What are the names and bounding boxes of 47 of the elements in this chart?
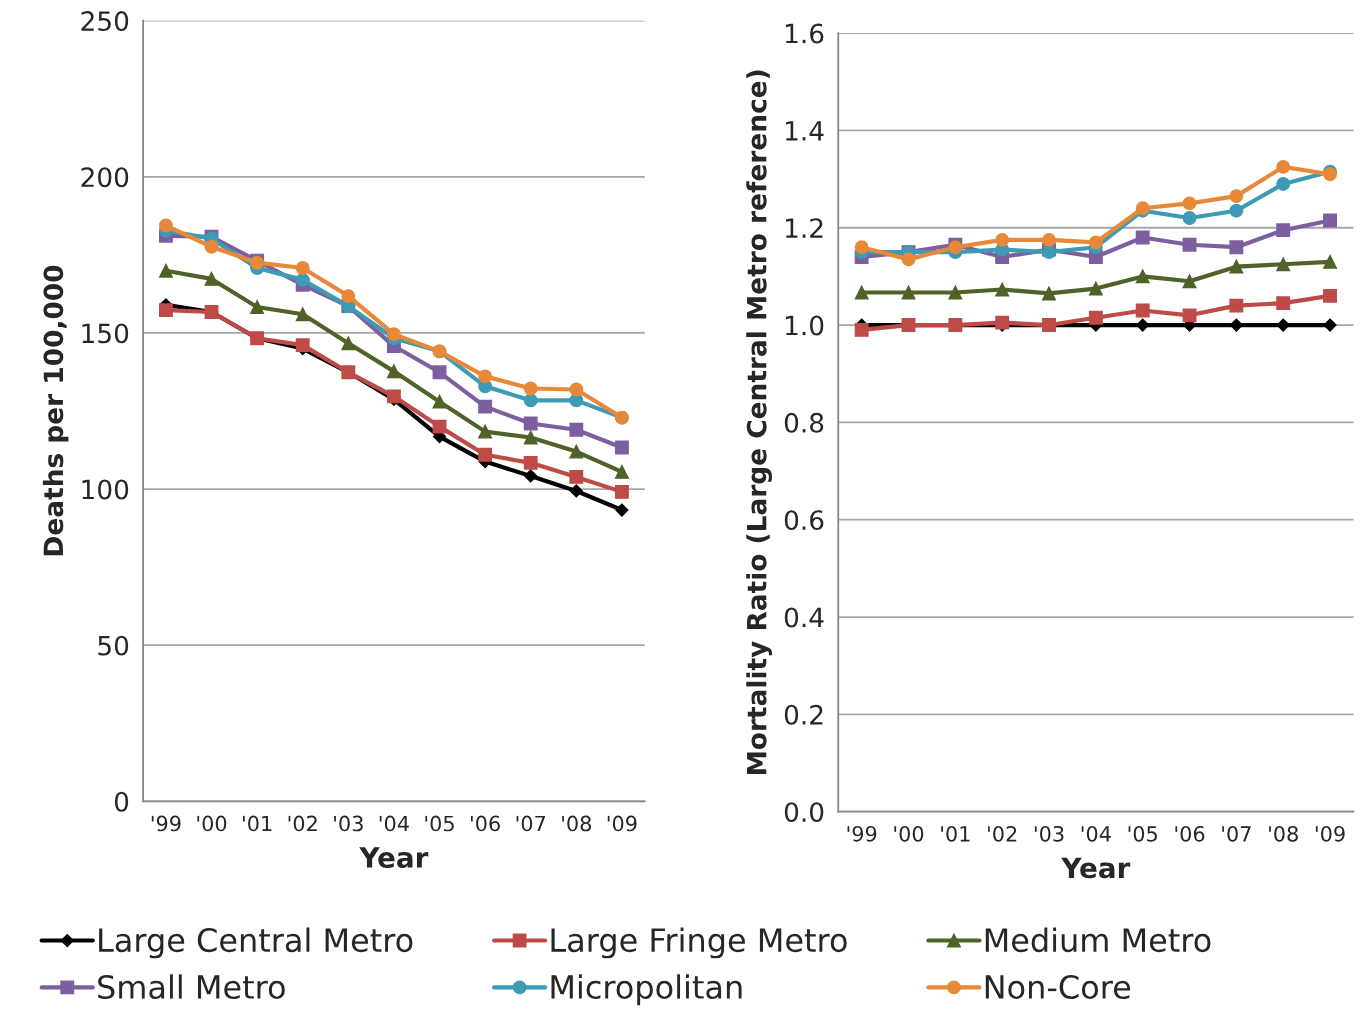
x-tick-label: '07 xyxy=(1222,825,1251,842)
legend-label: Large Central Metro xyxy=(99,927,413,959)
x-tick-label: '05 xyxy=(425,815,454,832)
x-tick-label: '99 xyxy=(847,825,877,842)
y-tick-label: 150 xyxy=(82,323,129,344)
y-tick-label: 0.6 xyxy=(784,510,824,531)
y-tick-label: 1.2 xyxy=(785,218,823,238)
legend-label: Non-Core xyxy=(985,974,1131,1000)
y-tick-label: 1.6 xyxy=(785,23,824,44)
x-axis-title: Year xyxy=(1061,857,1131,879)
x-tick-label: '06 xyxy=(1175,825,1205,842)
y-tick-label: 0.0 xyxy=(784,802,824,823)
x-tick-label: '01 xyxy=(243,815,272,832)
x-tick-label: '99 xyxy=(151,815,181,832)
y-tick-label: 1.0 xyxy=(785,315,824,336)
x-tick-label: '01 xyxy=(941,825,970,842)
x-tick-label: '00 xyxy=(197,815,227,832)
y-tick-label: 0.8 xyxy=(784,412,824,433)
y-tick-label: 250 xyxy=(81,11,129,32)
x-tick-label: '08 xyxy=(562,815,591,832)
x-tick-label: '02 xyxy=(988,825,1017,842)
x-tick-label: '03 xyxy=(334,815,363,832)
x-tick-label: '03 xyxy=(1034,825,1064,842)
y-tick-label: 100 xyxy=(82,479,129,500)
x-tick-label: '08 xyxy=(1269,825,1298,842)
y-axis-title: Mortality Ratio (Large Central Metro reference) xyxy=(746,70,772,775)
x-tick-label: '07 xyxy=(516,815,546,832)
x-tick-label: '06 xyxy=(470,815,500,832)
legend-label: Micropolitan xyxy=(551,974,742,1006)
y-tick-label: 0.2 xyxy=(784,704,823,725)
x-tick-label: '05 xyxy=(1128,825,1157,842)
x-tick-label: '04 xyxy=(379,815,409,832)
x-tick-label: '09 xyxy=(607,815,637,832)
y-tick-label: 0 xyxy=(114,791,129,812)
y-tick-label: 0.4 xyxy=(784,607,824,628)
y-tick-label: 1.4 xyxy=(785,121,824,141)
x-tick-label: '04 xyxy=(1081,825,1111,842)
y-tick-label: 200 xyxy=(81,167,129,188)
x-tick-label: '02 xyxy=(288,815,317,832)
x-tick-label: '09 xyxy=(1315,825,1345,842)
legend-label: Medium Metro xyxy=(985,927,1211,953)
legend-label: Large Fringe Metro xyxy=(551,927,847,959)
x-tick-label: '00 xyxy=(894,825,924,842)
x-axis-title: Year xyxy=(359,847,429,869)
y-tick-label: 50 xyxy=(98,635,129,656)
legend-label: Small Metro xyxy=(98,974,285,1000)
y-axis-title: Deaths per 100,000 xyxy=(42,265,69,556)
